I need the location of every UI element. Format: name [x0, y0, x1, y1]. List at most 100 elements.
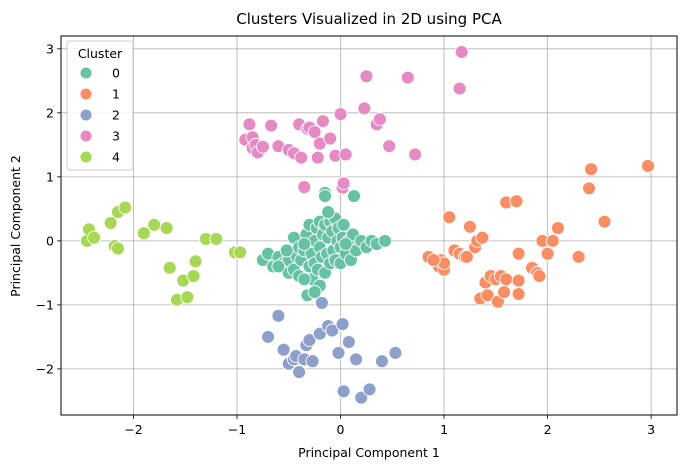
y-tick-label: 0 — [46, 233, 54, 248]
y-tick-label: 2 — [46, 105, 54, 120]
cluster-2-point — [349, 352, 364, 367]
cluster-0-point — [297, 237, 312, 252]
cluster-0-point — [336, 217, 351, 232]
legend: Cluster 0 1 2 3 4 — [66, 40, 134, 171]
plot-frame — [60, 35, 678, 416]
cluster-3-point — [310, 150, 325, 165]
x-tick-label: 0 — [337, 422, 345, 437]
cluster-3-point — [400, 70, 415, 85]
cluster-1-point — [480, 288, 495, 303]
cluster-3-point — [264, 118, 279, 133]
y-tick-label: −2 — [36, 361, 54, 376]
cluster-4-point — [159, 221, 174, 236]
cluster-2-point — [271, 308, 286, 323]
legend-marker-1 — [79, 87, 93, 101]
legend-marker-2 — [79, 108, 93, 122]
cluster-3-point — [338, 147, 353, 162]
cluster-2-point — [292, 365, 307, 380]
legend-label-2: 2 — [112, 108, 120, 123]
cluster-1-point — [475, 230, 490, 245]
cluster-1-point — [582, 181, 596, 196]
cluster-1-point — [545, 233, 560, 248]
cluster-2-point — [276, 342, 291, 357]
cluster-1-point — [511, 287, 526, 301]
cluster-3-point — [333, 107, 348, 122]
y-axis-ticks: −2 −1 0 1 2 3 — [36, 41, 61, 376]
cluster-1-point — [584, 162, 599, 177]
cluster-2-point — [305, 354, 320, 369]
cluster-1-point — [550, 221, 565, 236]
cluster-1-point — [511, 246, 526, 261]
x-tick-label: 2 — [544, 422, 552, 437]
cluster-4-point — [209, 231, 224, 246]
cluster-4-point — [110, 241, 125, 256]
x-tick-label: −1 — [228, 422, 246, 437]
x-axis-label: Principal Component 1 — [298, 445, 440, 460]
cluster-3-point — [294, 150, 309, 165]
cluster-2-point — [341, 335, 356, 349]
y-tick-label: 1 — [46, 169, 54, 184]
cluster-1-point — [459, 249, 474, 264]
cluster-1-point — [511, 273, 526, 288]
cluster-1-point — [462, 219, 477, 234]
cluster-4-point — [136, 226, 151, 241]
x-tick-label: 3 — [647, 422, 655, 437]
x-axis-ticks: −2 −1 0 1 2 3 — [124, 415, 655, 437]
cluster-4-point — [162, 260, 177, 275]
cluster-3-point — [452, 81, 467, 96]
data-points — [79, 45, 655, 405]
cluster-4-point — [233, 245, 248, 260]
cluster-1-point — [597, 214, 612, 229]
cluster-2-point — [374, 354, 389, 369]
cluster-2-point — [388, 345, 403, 360]
cluster-1-point — [497, 285, 512, 300]
legend-marker-3 — [79, 129, 93, 143]
legend-label-3: 3 — [112, 129, 120, 144]
legend-label-0: 0 — [112, 66, 120, 81]
cluster-3-point — [359, 69, 374, 84]
cluster-3-point — [315, 114, 330, 129]
cluster-1-point — [532, 269, 547, 284]
cluster-4-point — [186, 269, 201, 284]
x-tick-label: −2 — [124, 422, 142, 437]
cluster-2-point — [335, 317, 350, 332]
cluster-0-point — [318, 189, 332, 204]
y-axis-label: Principal Component 2 — [8, 155, 23, 297]
cluster-0-point — [347, 189, 361, 204]
cluster-1-point — [540, 246, 555, 261]
cluster-0-point — [338, 237, 353, 252]
legend-label-4: 4 — [112, 150, 120, 165]
legend-marker-0 — [79, 66, 93, 80]
cluster-2-point — [261, 329, 276, 344]
y-tick-label: 3 — [46, 41, 54, 56]
legend-label-1: 1 — [112, 87, 120, 102]
x-tick-label: 1 — [440, 422, 448, 437]
y-tick-label: −1 — [36, 297, 54, 312]
cluster-2-point — [302, 333, 317, 348]
cluster-3-point — [242, 117, 257, 132]
cluster-3-point — [357, 101, 372, 116]
cluster-0-point — [378, 233, 392, 248]
legend-title: Cluster — [78, 46, 123, 61]
cluster-2-point — [336, 384, 351, 399]
cluster-3-point — [454, 45, 469, 59]
legend-marker-4 — [79, 150, 93, 164]
cluster-3-point — [297, 180, 312, 195]
cluster-2-point — [354, 390, 369, 405]
cluster-2-point — [331, 345, 346, 360]
cluster-1-point — [509, 194, 524, 209]
cluster-3-point — [307, 125, 322, 139]
cluster-1-point — [499, 272, 514, 287]
cluster-4-point — [180, 290, 195, 305]
cluster-4-point — [118, 200, 133, 215]
cluster-1-point — [641, 159, 655, 173]
cluster-1-point — [442, 210, 457, 225]
cluster-4-point — [188, 254, 203, 269]
cluster-3-point — [255, 139, 270, 154]
cluster-4-point — [147, 217, 162, 232]
cluster-1-point — [426, 253, 441, 268]
cluster-4-point — [103, 215, 118, 230]
cluster-0-point — [279, 243, 294, 258]
cluster-0-point — [297, 272, 312, 287]
